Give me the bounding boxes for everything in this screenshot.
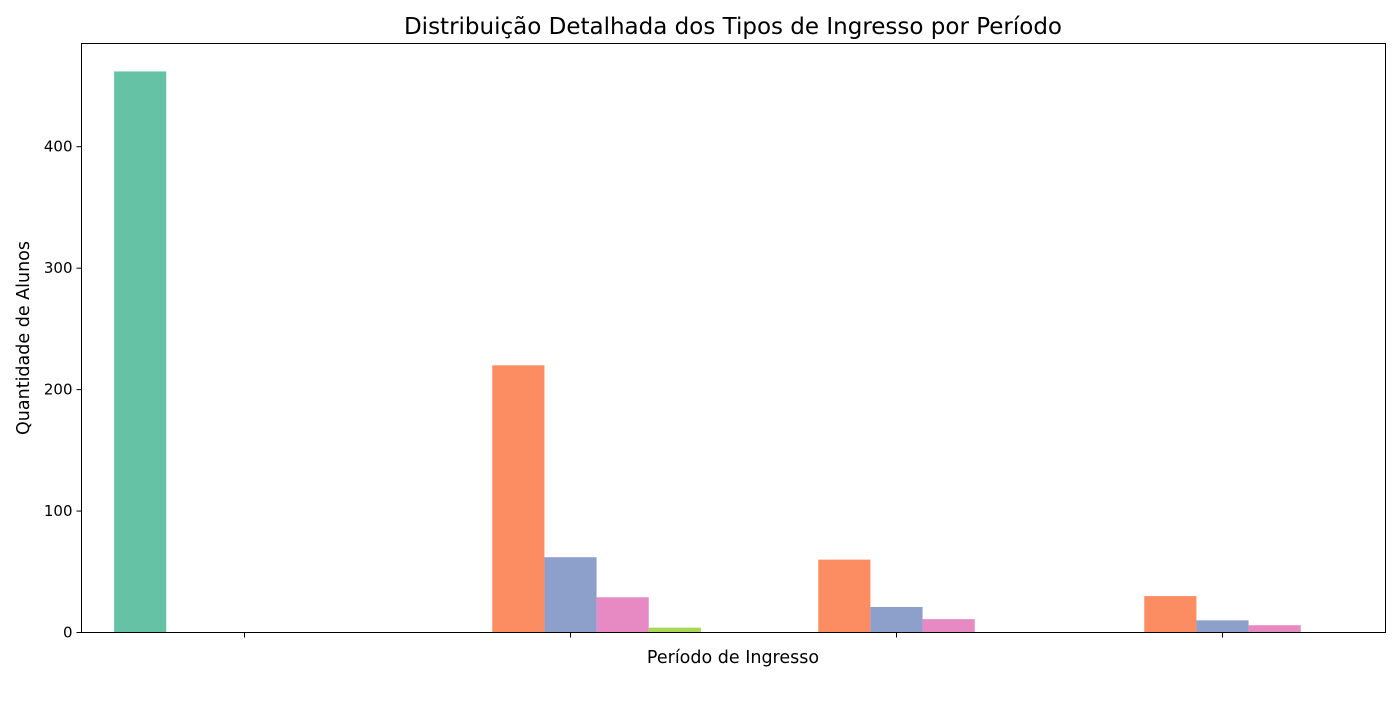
- bar: [1248, 625, 1301, 633]
- bars-layer: [114, 71, 1301, 633]
- bar: [544, 557, 597, 633]
- bar: [1144, 596, 1197, 633]
- bar: [596, 597, 649, 633]
- y-tick-label: 200: [44, 381, 73, 399]
- x-axis-title: Período de Ingresso: [647, 648, 819, 668]
- bar: [492, 365, 545, 633]
- bar: [870, 607, 923, 633]
- y-tick-label: 400: [44, 138, 73, 156]
- chart-title: Distribuição Detalhada dos Tipos de Ingr…: [404, 14, 1062, 40]
- bar: [1196, 620, 1249, 633]
- bar: [114, 71, 167, 633]
- plot-area-frame: [81, 43, 1386, 633]
- bar: [922, 619, 975, 633]
- y-axis-title: Quantidade de Alunos: [14, 241, 34, 435]
- bar: [648, 627, 701, 633]
- ticks-layer: 0 100 200 300 400: [44, 138, 1223, 642]
- y-tick-label: 0: [63, 624, 73, 642]
- bar: [818, 559, 871, 633]
- y-tick-label: 300: [44, 259, 73, 277]
- y-tick-label: 100: [44, 502, 73, 520]
